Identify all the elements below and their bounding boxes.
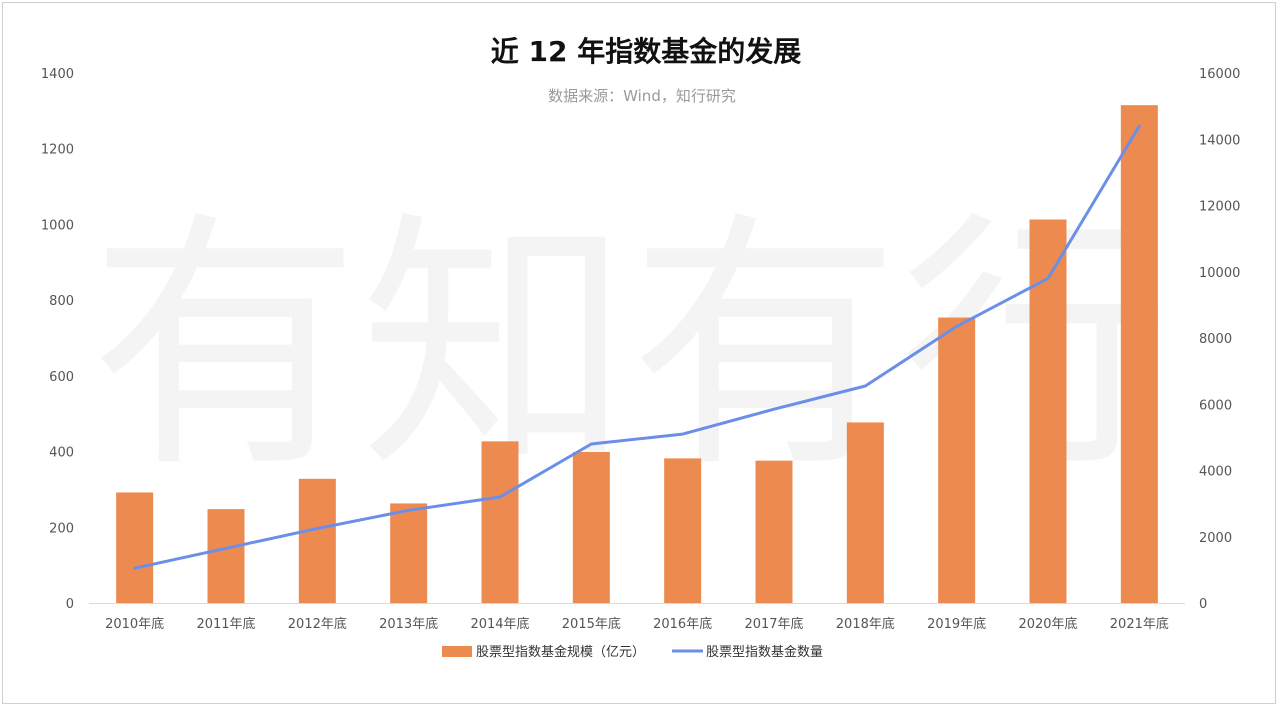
x-tick-label: 2018年底	[836, 616, 895, 632]
bar	[938, 317, 976, 603]
y-right-tick-label: 14000	[1199, 133, 1240, 148]
bar	[481, 441, 519, 603]
y-left-tick-label: 1000	[41, 218, 74, 233]
watermark: 有知有行	[90, 189, 1170, 504]
y-right-tick-label: 12000	[1199, 200, 1240, 215]
bar	[572, 451, 610, 603]
x-tick-label: 2010年底	[105, 616, 164, 632]
bar	[1120, 105, 1158, 603]
y-right-tick-label: 0	[1199, 597, 1207, 612]
y-right-tick-label: 4000	[1199, 465, 1232, 480]
legend: 股票型指数基金规模（亿元） 股票型指数基金数量	[442, 644, 823, 660]
y-right-tick-label: 16000	[1199, 67, 1240, 82]
y-right-tick-label: 10000	[1199, 266, 1240, 281]
legend-label-line: 股票型指数基金数量	[706, 644, 823, 660]
y-left-tick-label: 800	[49, 294, 74, 309]
x-axis: 2010年底 2011年底 2012年底 2013年底 2014年底 2015年底 2016…	[105, 616, 1169, 632]
bar	[207, 509, 245, 603]
chart-title: 近 12 年指数基金的发展	[491, 35, 801, 68]
bar	[116, 492, 154, 603]
bar	[846, 422, 884, 603]
legend-swatch-bar	[442, 646, 472, 657]
x-tick-label: 2013年底	[379, 616, 438, 632]
left-axis: 0 200 400 600 800 1000 1200 1400	[41, 67, 74, 612]
legend-label-bar: 股票型指数基金规模（亿元）	[476, 644, 645, 660]
y-right-tick-label: 2000	[1199, 531, 1232, 546]
bar	[298, 478, 336, 603]
bar-series	[116, 105, 1158, 603]
x-tick-label: 2016年底	[653, 616, 712, 632]
bar	[664, 458, 702, 603]
x-tick-label: 2020年底	[1018, 616, 1077, 632]
x-tick-label: 2017年底	[744, 616, 803, 632]
y-left-tick-label: 0	[66, 597, 74, 612]
watermark-text: 有知有行	[90, 189, 1170, 504]
bar	[390, 503, 428, 603]
right-axis: 0 2000 4000 6000 8000 10000 12000 14000 16000	[1199, 67, 1240, 612]
x-tick-label: 2021年底	[1110, 616, 1169, 632]
line-series	[133, 124, 1141, 570]
bar	[755, 460, 793, 603]
y-left-tick-label: 1200	[41, 143, 74, 158]
y-left-tick-label: 400	[49, 446, 74, 461]
x-tick-label: 2012年底	[288, 616, 347, 632]
series-line	[133, 124, 1141, 570]
y-left-tick-label: 200	[49, 521, 74, 536]
y-left-tick-label: 1400	[41, 67, 74, 82]
y-right-tick-label: 8000	[1199, 332, 1232, 347]
y-left-tick-label: 600	[49, 370, 74, 385]
y-right-tick-label: 6000	[1199, 398, 1232, 413]
chart-subtitle: 数据来源：Wind，知行研究	[548, 87, 736, 105]
x-tick-label: 2019年底	[927, 616, 986, 632]
x-tick-label: 2011年底	[196, 616, 255, 632]
x-tick-label: 2015年底	[562, 616, 621, 632]
x-tick-label: 2014年底	[470, 616, 529, 632]
